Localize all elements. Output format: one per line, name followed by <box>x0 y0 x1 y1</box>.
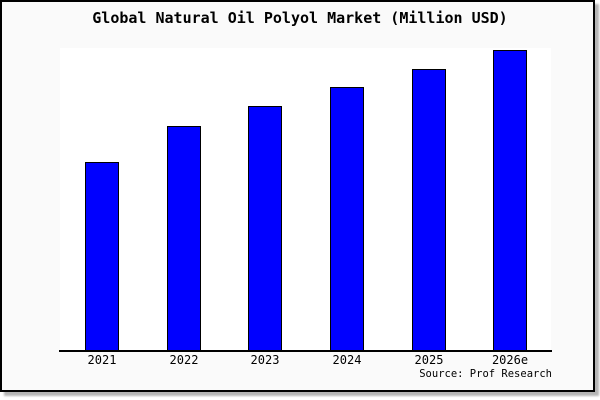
x-tick-label-2025: 2025 <box>414 353 444 367</box>
x-tick-label-2021: 2021 <box>87 353 117 367</box>
bar-2024 <box>330 87 364 351</box>
source-note: Source: Prof Research <box>419 368 552 380</box>
bar-2025 <box>412 69 446 351</box>
bar-2022 <box>167 126 201 351</box>
bar-2026e <box>493 50 527 351</box>
bar-2021 <box>85 162 119 351</box>
x-tick-label-2024: 2024 <box>332 353 362 367</box>
x-tick-label-2022: 2022 <box>169 353 199 367</box>
x-tick-label-2023: 2023 <box>250 353 280 367</box>
chart-title: Global Natural Oil Polyol Market (Millio… <box>92 9 508 27</box>
x-axis-line <box>59 350 552 352</box>
plot-area <box>60 48 551 351</box>
x-tick-label-2026e: 2026e <box>491 353 529 367</box>
bar-2023 <box>248 106 282 351</box>
